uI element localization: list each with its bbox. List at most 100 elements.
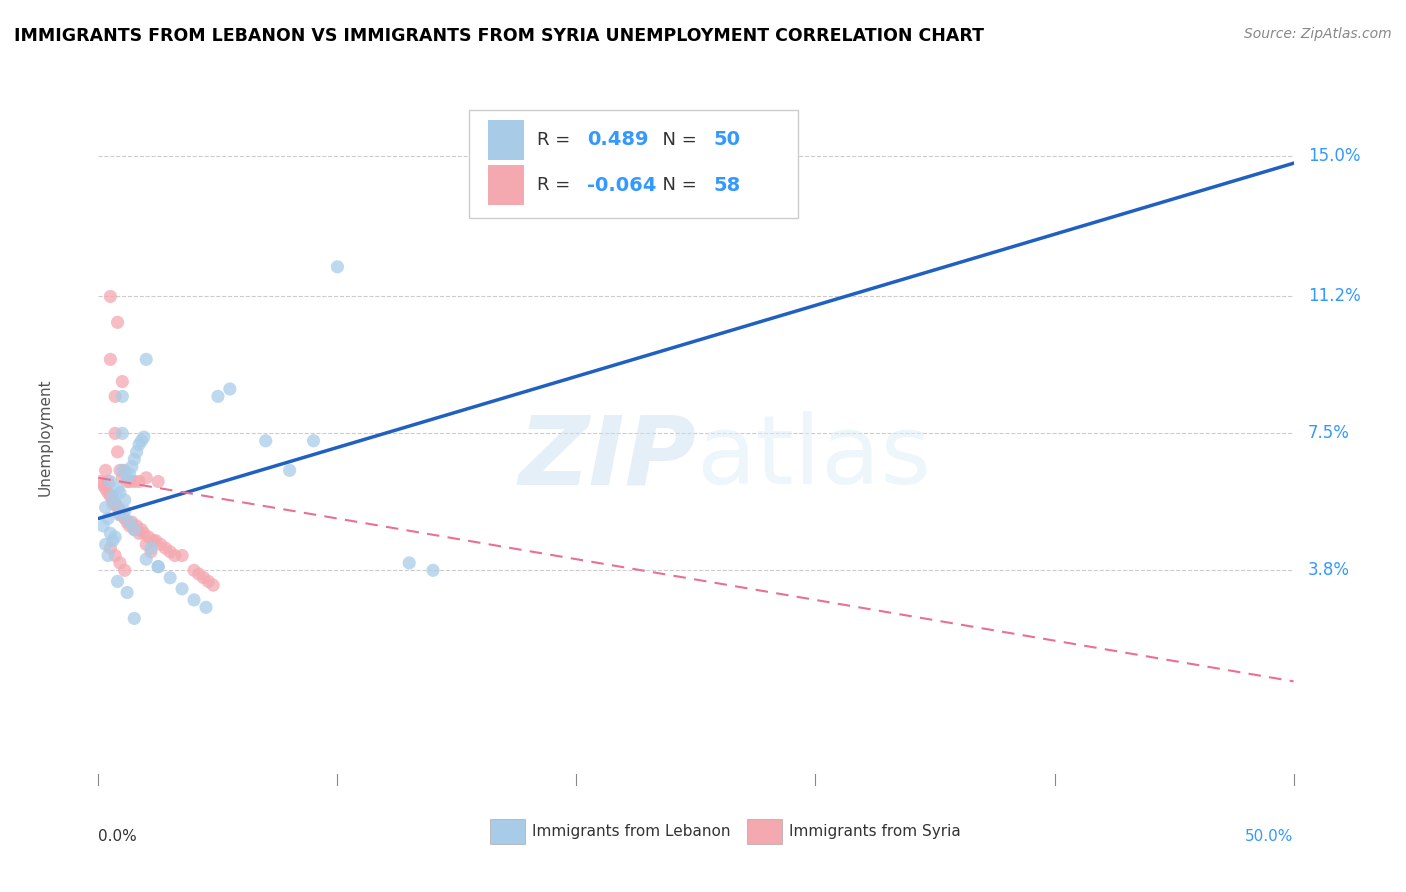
Point [108,508,131,522]
Point [202,578,225,592]
Point [111,375,134,389]
Point [114,511,136,525]
Point [193,571,215,585]
Point [104,530,127,544]
Point [101,533,124,548]
FancyBboxPatch shape [488,120,524,160]
Point [139,545,162,559]
Text: Immigrants from Syria: Immigrants from Syria [789,824,960,839]
Text: Source: ZipAtlas.com: Source: ZipAtlas.com [1244,27,1392,41]
Point [98,352,122,367]
Text: -0.064: -0.064 [588,176,657,194]
FancyBboxPatch shape [748,819,782,844]
Point [124,523,146,537]
Point [114,463,136,477]
Point [90,475,112,489]
Point [104,497,127,511]
Point [254,434,277,448]
Point [107,574,129,589]
Point [98,526,122,541]
Text: atlas: atlas [696,411,931,505]
Point [132,526,155,541]
Text: 3.8%: 3.8% [1308,561,1350,579]
Point [733,186,755,200]
Point [128,437,150,451]
Text: 58: 58 [714,176,741,194]
Point [111,463,134,477]
Point [139,541,162,555]
Point [98,475,122,489]
Point [108,508,131,522]
Point [138,530,160,544]
Point [159,545,181,559]
Point [118,515,141,529]
Point [111,508,134,522]
Text: 7.5%: 7.5% [1308,425,1350,442]
Text: 0.0%: 0.0% [98,830,138,845]
Point [159,571,181,585]
Point [101,493,124,508]
Point [108,485,131,500]
Point [111,389,134,403]
Point [97,549,120,563]
Point [115,471,138,485]
Point [111,426,134,441]
Point [98,289,122,303]
Point [135,352,157,367]
Point [108,463,131,477]
Point [142,533,165,548]
Point [124,611,146,625]
Text: 11.2%: 11.2% [1308,287,1361,305]
Text: ZIP: ZIP [517,411,696,505]
Point [172,549,194,563]
Text: IMMIGRANTS FROM LEBANON VS IMMIGRANTS FROM SYRIA UNEMPLOYMENT CORRELATION CHART: IMMIGRANTS FROM LEBANON VS IMMIGRANTS FR… [14,27,984,45]
Point [101,497,124,511]
Point [94,463,117,477]
Point [121,459,143,474]
Point [101,489,124,503]
Point [135,552,157,566]
Point [135,471,157,485]
Point [131,523,153,537]
Point [104,389,127,403]
Point [148,559,170,574]
Point [108,504,131,518]
Point [149,537,172,551]
Point [124,523,146,537]
Point [111,471,134,485]
Text: Unemployment: Unemployment [37,378,52,496]
Point [114,563,136,577]
Point [131,434,153,448]
Point [97,511,120,525]
Point [121,515,143,529]
Point [124,452,146,467]
Point [207,389,229,403]
Point [107,445,129,459]
Point [97,485,120,500]
Point [326,260,349,274]
Point [135,537,157,551]
Point [115,475,138,489]
Point [183,563,205,577]
Point [183,593,205,607]
Point [125,519,148,533]
Point [107,482,129,496]
Point [118,475,141,489]
Point [148,559,170,574]
Point [219,382,242,396]
Point [114,493,136,508]
Point [108,556,131,570]
Point [128,526,150,541]
Text: 50.0%: 50.0% [1246,830,1294,845]
Point [94,537,117,551]
Point [114,504,136,518]
Point [172,582,194,596]
Point [104,426,127,441]
FancyBboxPatch shape [488,165,524,205]
Point [197,574,219,589]
Point [124,475,146,489]
Text: N =: N = [651,177,702,194]
Point [155,541,177,555]
Text: R =: R = [537,177,576,194]
Text: 15.0%: 15.0% [1308,147,1361,165]
